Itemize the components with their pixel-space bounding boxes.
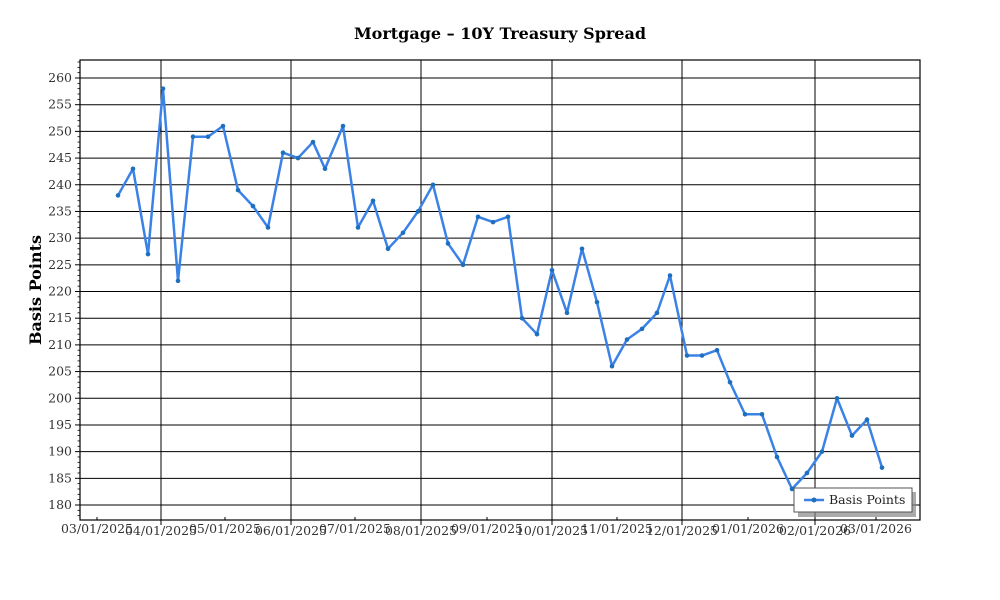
x-tick-label: 10/01/2025 xyxy=(516,523,588,538)
series-line xyxy=(116,87,884,491)
data-point xyxy=(864,417,870,422)
x-tick-label: 09/01/2025 xyxy=(451,521,523,536)
legend-marker-icon xyxy=(811,497,817,503)
data-point xyxy=(280,150,286,156)
y-tick-label: 215 xyxy=(48,310,72,325)
data-point xyxy=(205,134,211,140)
y-tick-label: 210 xyxy=(48,337,72,352)
data-point xyxy=(654,310,660,316)
data-point xyxy=(370,198,376,204)
data-point xyxy=(519,315,525,321)
y-tick-label: 195 xyxy=(48,417,72,432)
data-point xyxy=(789,486,795,492)
data-point xyxy=(295,155,301,161)
y-tick-label: 240 xyxy=(48,177,72,192)
y-tick-label: 220 xyxy=(48,284,72,299)
data-point xyxy=(235,187,241,193)
y-tick-label: 185 xyxy=(48,470,72,485)
data-point xyxy=(564,310,570,316)
data-point xyxy=(834,395,840,401)
data-point xyxy=(879,465,885,470)
data-point xyxy=(115,193,121,198)
y-tick-label: 225 xyxy=(48,257,72,272)
x-tick-label: 02/01/2026 xyxy=(779,523,851,538)
y-tick-label: 250 xyxy=(48,123,72,138)
y-tick-label: 230 xyxy=(48,230,72,245)
y-tick-label: 190 xyxy=(48,444,72,459)
data-point xyxy=(160,86,166,91)
data-point xyxy=(445,241,451,246)
data-point xyxy=(220,123,226,129)
data-point xyxy=(742,411,748,417)
data-point xyxy=(667,273,673,278)
data-point xyxy=(415,209,421,214)
x-axis-ticks: 03/01/202504/01/202505/01/202506/01/2025… xyxy=(61,517,912,538)
data-point xyxy=(774,454,780,460)
data-point xyxy=(699,353,705,358)
x-tick-label: 04/01/2025 xyxy=(125,523,197,538)
data-point xyxy=(727,379,733,385)
data-point xyxy=(265,225,271,230)
data-point xyxy=(804,470,810,476)
data-point xyxy=(490,219,496,225)
x-tick-label: 01/01/2026 xyxy=(712,521,784,536)
x-tick-label: 07/01/2025 xyxy=(319,521,391,536)
data-point xyxy=(460,262,466,268)
y-tick-label: 255 xyxy=(48,97,72,112)
y-tick-label: 200 xyxy=(48,390,72,405)
data-point xyxy=(594,299,600,305)
data-point xyxy=(549,267,555,273)
data-point xyxy=(190,134,196,140)
data-point xyxy=(175,278,181,284)
data-point xyxy=(310,139,316,145)
y-tick-label: 260 xyxy=(48,70,72,85)
x-tick-label: 03/01/2026 xyxy=(840,521,912,536)
data-point xyxy=(684,353,690,358)
data-point xyxy=(430,182,436,188)
data-point xyxy=(624,337,630,342)
data-point xyxy=(475,214,481,220)
series-basis-points xyxy=(115,86,885,492)
y-axis-ticks: 180 185 190 195 200 205 210 215 220 225 230 235 240 2… xyxy=(48,61,80,517)
data-point xyxy=(534,331,540,337)
data-point xyxy=(759,411,765,417)
x-tick-label: 11/01/2025 xyxy=(581,521,653,536)
x-tick-label: 08/01/2025 xyxy=(385,523,457,538)
data-point xyxy=(714,347,720,353)
legend: Basis Points xyxy=(793,487,916,517)
plot-area xyxy=(79,59,921,521)
data-point xyxy=(505,214,511,220)
data-point xyxy=(849,433,855,438)
data-point xyxy=(385,246,391,252)
legend-label: Basis Points xyxy=(829,492,905,507)
chart-title: Mortgage – 10Y Treasury Spread xyxy=(354,24,646,43)
data-point xyxy=(322,166,328,172)
x-tick-label: 12/01/2025 xyxy=(646,523,718,538)
data-point xyxy=(145,251,151,257)
data-point xyxy=(250,203,256,209)
data-point xyxy=(579,246,585,252)
y-tick-label: 180 xyxy=(48,497,72,512)
x-tick-label: 05/01/2025 xyxy=(189,521,261,536)
data-point xyxy=(355,225,361,230)
data-point xyxy=(639,326,645,332)
data-point xyxy=(400,230,406,236)
y-tick-label: 245 xyxy=(48,150,72,165)
data-point xyxy=(130,166,136,172)
y-axis-label: Basis Points xyxy=(26,235,45,345)
x-tick-label: 06/01/2025 xyxy=(255,523,327,538)
y-tick-label: 235 xyxy=(48,203,72,218)
x-tick-label: 03/01/2025 xyxy=(61,521,133,536)
data-point xyxy=(609,363,615,369)
grid-lines xyxy=(80,60,920,520)
y-tick-label: 205 xyxy=(48,364,72,379)
data-point xyxy=(340,123,346,129)
data-point xyxy=(819,449,825,454)
